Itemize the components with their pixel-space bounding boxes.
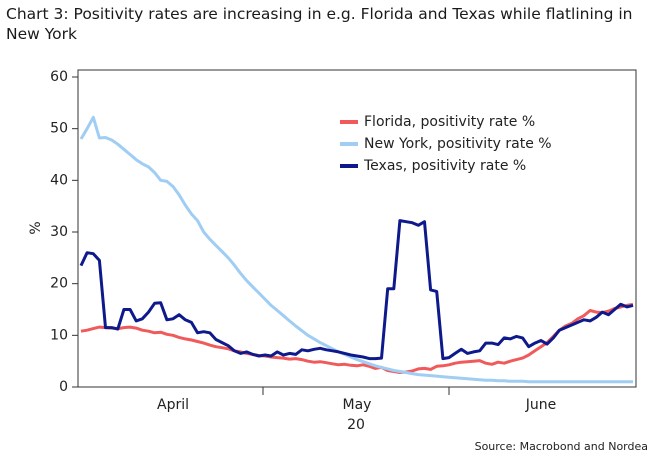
y-axis-label: % [28,221,44,234]
year-label: 20 [347,417,365,433]
series-line [79,115,633,384]
series-line [79,219,634,361]
series-line [80,302,634,374]
y-tick-label: 60 [50,69,68,85]
plot-frame [77,69,637,388]
y-tick-label: 40 [50,172,68,188]
legend-label: Florida, positivity rate % [364,114,535,130]
y-tick-label: 20 [50,276,68,292]
x-tick-label: May [343,397,372,413]
y-tick-label: 10 [50,327,68,343]
legend-label: Texas, positivity rate % [363,158,526,174]
legend-label: New York, positivity rate % [364,136,552,152]
x-tick-label: June [525,397,557,413]
source: Source: Macrobond and Nordea [475,440,648,453]
y-tick-label: 30 [50,224,68,240]
x-tick-label: April [157,397,189,413]
y-tick-label: 50 [50,121,68,137]
chart-title: Chart 3: Positivity rates are increasing… [6,5,633,43]
y-tick-label: 0 [59,379,68,395]
